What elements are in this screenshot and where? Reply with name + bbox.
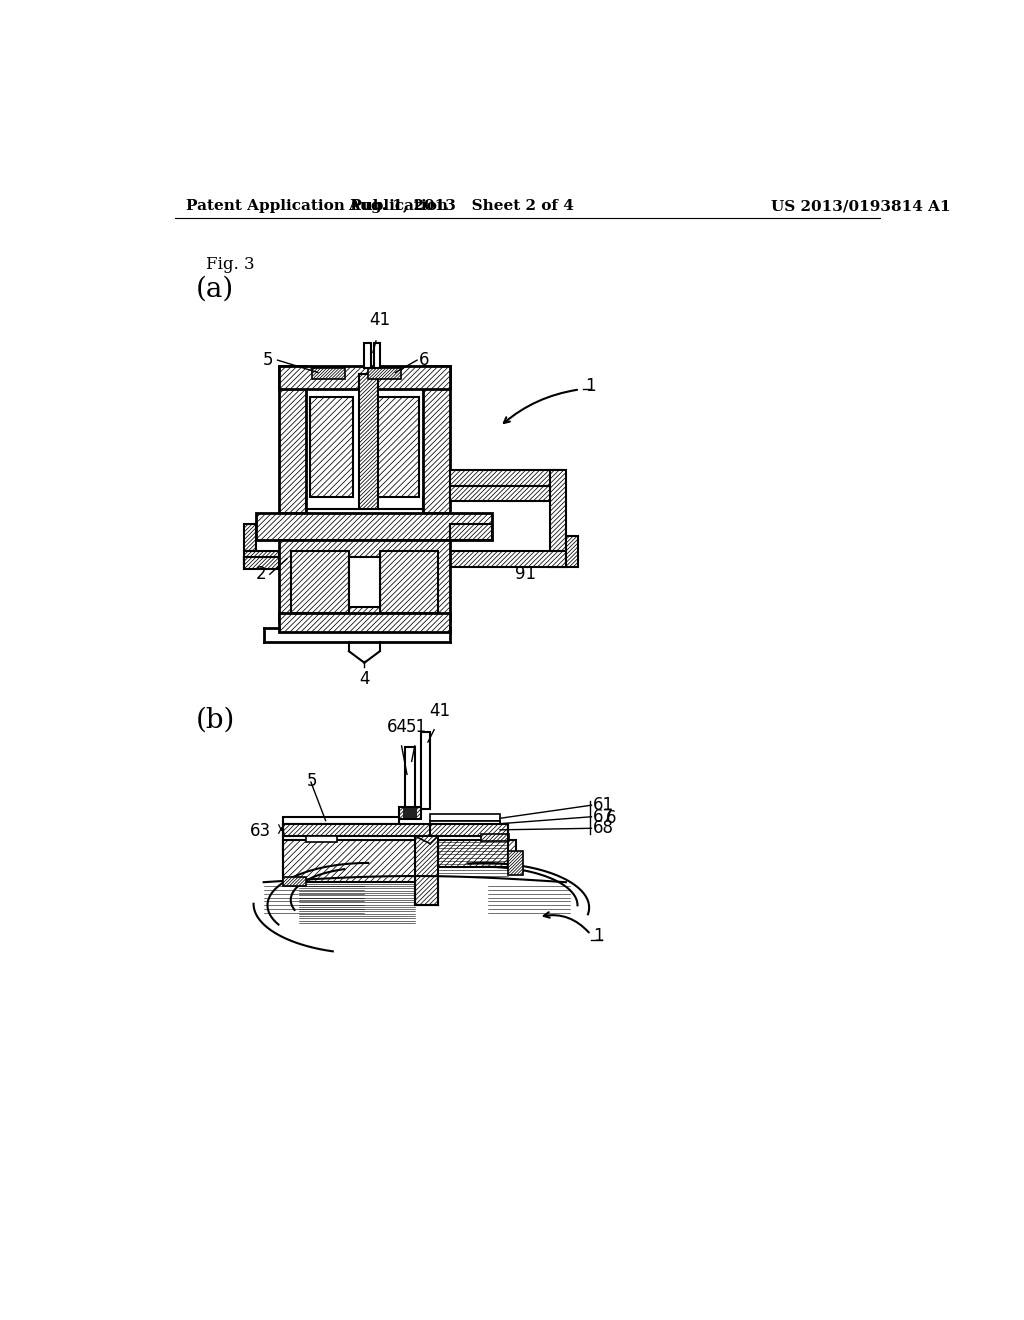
Text: 6: 6 [419,351,429,370]
Text: 4: 4 [359,671,370,689]
Bar [450,524,493,540]
Bar [380,552,438,612]
Bar [566,536,578,566]
Bar [480,834,509,841]
Text: 91: 91 [515,565,537,583]
Bar [406,747,415,809]
Bar [359,374,378,508]
Bar [376,397,419,498]
Text: 5: 5 [306,772,316,789]
Bar [403,808,417,817]
Bar [280,367,306,512]
Bar [369,368,400,379]
Bar [415,836,438,906]
Text: (b): (b) [197,708,236,734]
Bar [291,552,349,612]
Text: (a): (a) [197,276,234,302]
Bar [245,524,256,552]
Text: 61: 61 [593,796,614,814]
Bar [283,840,415,882]
Text: US 2013/0193814 A1: US 2013/0193814 A1 [771,199,951,213]
Bar [430,825,508,836]
Bar [365,343,371,368]
Bar [430,826,500,833]
Bar [423,367,450,512]
Bar [508,851,523,875]
Text: Aug. 1, 2013   Sheet 2 of 4: Aug. 1, 2013 Sheet 2 of 4 [348,199,574,213]
Text: 67: 67 [593,808,614,826]
Bar [280,612,450,632]
Bar [430,814,500,821]
Bar [256,512,493,540]
Bar [399,807,421,818]
Text: 51: 51 [406,718,427,737]
Bar [245,557,280,569]
Bar [349,557,380,607]
Bar [450,552,566,566]
Bar [306,836,337,842]
Bar [450,486,550,502]
Bar [430,821,500,826]
Text: 1: 1 [586,376,596,395]
Text: 2: 2 [255,565,266,583]
Bar [283,825,434,836]
Text: 63: 63 [250,821,271,840]
Bar [283,876,306,886]
Bar [245,552,280,562]
Bar [450,470,562,486]
Text: 41: 41 [429,702,451,721]
Text: Patent Application Publication: Patent Application Publication [186,199,449,213]
Text: 64: 64 [386,718,408,737]
Bar [310,397,352,498]
Text: 68: 68 [593,820,614,837]
Bar [438,840,515,867]
Bar [374,343,380,368]
Bar [312,368,345,379]
Text: Fig. 3: Fig. 3 [206,256,254,273]
Bar [421,733,430,809]
Text: 1: 1 [593,927,603,945]
Bar [550,470,566,566]
Bar [280,367,450,389]
Text: 5: 5 [263,351,273,370]
Text: 6: 6 [606,809,616,826]
Bar [283,817,399,825]
Bar [280,540,450,620]
Text: 41: 41 [370,312,390,330]
